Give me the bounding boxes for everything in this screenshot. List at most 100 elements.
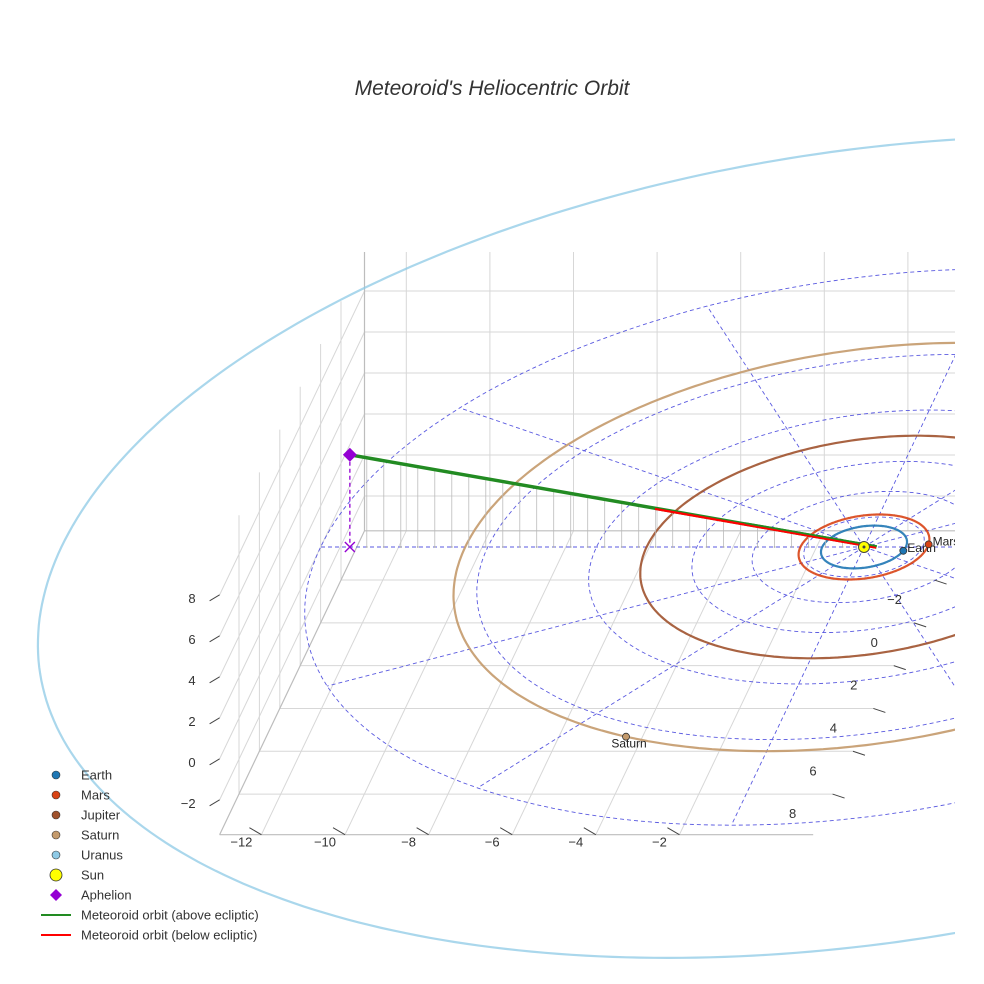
saturn-marker [622,732,630,741]
drop-line-foot [620,546,623,548]
legend-item[interactable]: Mars [51,788,110,803]
drop-line-foot [518,546,521,548]
drop-line-foot [654,546,657,548]
ecliptic-polar-grid [304,269,955,826]
legend-marker [51,770,61,780]
x-tick-mark [416,827,429,836]
legend-label: Uranus [81,848,123,863]
drop-line-foot [722,546,725,548]
legend-item[interactable]: Meteoroid orbit (above ecliptic) [41,908,259,923]
y-tick-mark [852,750,866,756]
grid-line [344,530,491,835]
jupiter-orbit [639,434,955,660]
drop-line-foot [416,546,419,548]
y-tick-mark [832,793,845,799]
grid-line [219,495,365,801]
y-tick-mark [914,622,927,628]
mars-marker [924,540,933,549]
drop-line-foot [535,546,538,548]
z-tick-mark [209,799,220,807]
grid-line [219,454,365,760]
y-tick-mark [934,579,947,585]
polar-grid-ring [476,353,955,741]
legend-item[interactable]: Sun [49,868,104,883]
y-tick-mark [873,707,886,713]
y-tick-label: 4 [830,721,837,736]
polar-grid-spoke [863,546,955,688]
legend-label: Meteoroid orbit (below ecliptic) [81,928,257,943]
drop-line-foot [382,546,385,548]
drop-line-foot [450,546,453,548]
drop-line-foot [433,546,436,548]
legend-marker [50,889,62,901]
x-tick-label: −6 [485,835,500,850]
legend-item[interactable]: Saturn [51,828,119,843]
saturn-label: Saturn [611,737,646,751]
drop-line-foot [824,546,827,548]
polar-grid-spoke [863,355,955,548]
y-tick-label: 0 [871,635,878,650]
axis-grid [219,252,955,836]
drop-line-foot [603,546,606,548]
mars-label: Mars [933,534,960,548]
drop-line-foot [399,546,402,548]
grid-line [260,530,407,835]
drop-line-foot [467,546,470,548]
legend-label: Mars [81,788,110,803]
legend-item[interactable]: Aphelion [50,888,132,903]
legend-marker [51,850,61,860]
x-tick-mark [499,827,513,836]
y-tick-label: 8 [789,806,796,821]
legend-item[interactable]: Earth [51,768,112,783]
polar-grid-spoke [863,522,955,548]
legend-marker [51,810,61,820]
legend-item[interactable]: Meteoroid orbit (below ecliptic) [41,928,257,943]
legend-item[interactable]: Uranus [51,848,123,863]
y-tick-mark [893,665,906,671]
axis-ticks: −12 −10 −8 −6 −4 −2 −2 0 2 4 6 8 −2 0 2 4 6 8 [181,579,947,850]
drop-line-foot [773,546,776,548]
z-tick-mark [209,717,220,725]
earth-orbit [819,524,909,570]
polar-grid-spoke [863,489,955,548]
drop-line-foot [365,546,368,548]
meteoroid-orbit [349,453,878,549]
y-tick-label: 2 [850,678,857,693]
drop-line-foot [484,546,487,548]
saturn-orbit [452,341,955,753]
z-tick-mark [209,635,220,643]
z-tick-mark [209,594,220,602]
scene-3d[interactable]: Earth Mars Saturn [36,136,984,960]
x-tick-label: −2 [652,835,667,850]
z-tick-mark [209,676,220,684]
drop-line-foot [790,546,793,548]
drop-line-foot [637,546,640,548]
grid-line [219,413,365,719]
drop-line-foot [569,546,572,548]
polar-grid-spoke [863,546,955,579]
z-tick-label: −2 [181,796,196,811]
x-tick-label: −8 [401,835,416,850]
legend-label: Jupiter [81,808,121,823]
ecliptic-drop-lines [365,457,861,548]
polar-grid-spoke [477,546,865,789]
grid-line [511,530,658,835]
z-tick-label: 6 [188,632,195,647]
legend-marker [51,830,61,840]
planet-orbits [36,138,955,960]
y-tick-label: 6 [809,763,816,778]
drop-line-foot [841,546,844,548]
legend: Earth Mars Jupiter Saturn Uranus Sun Aphelion M… [41,768,259,943]
chart-title: Meteoroid's Heliocentric Orbit [355,77,631,100]
polar-grid-ring [691,460,955,634]
aphelion-ecliptic-cross [344,541,356,553]
legend-label: Earth [81,768,112,783]
earth-marker [899,546,908,555]
x-tick-mark [332,827,346,836]
legend-item[interactable]: Jupiter [51,808,121,823]
meteoroid-orbit-below [654,507,877,549]
drop-line-foot [756,546,759,548]
legend-marker [51,790,61,800]
polar-grid-spoke [326,546,865,687]
